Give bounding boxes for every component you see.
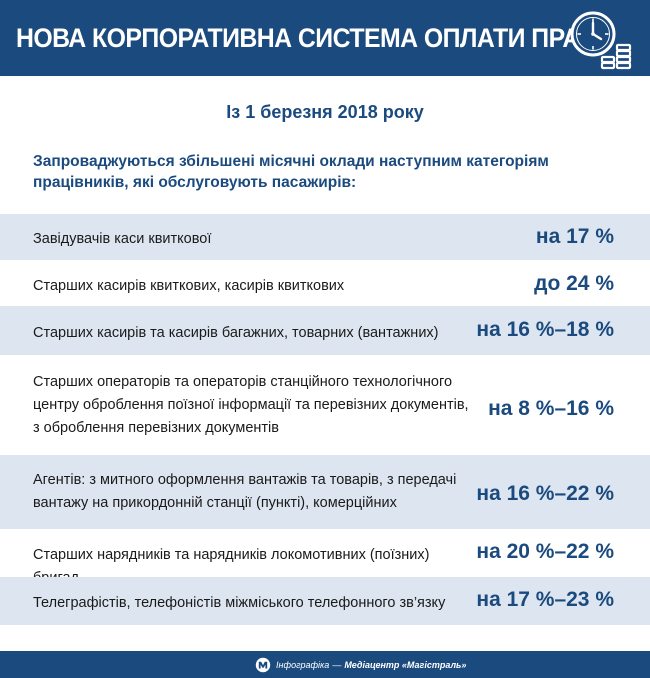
footer-separator: — — [332, 660, 342, 670]
footer-label: Інфографіка — [276, 660, 330, 670]
row-category: Старших операторів та операторів станцій… — [33, 374, 469, 436]
date-subtitle: Із 1 березня 2018 року — [226, 102, 424, 122]
row-increase: на 17 % — [535, 225, 614, 248]
table-row: Телеграфістів, телефоністів міжміського … — [0, 577, 650, 625]
row-category: Агентів: з митного оформлення вантажів т… — [33, 472, 457, 511]
row-increase: на 16 %–18 % — [476, 318, 614, 341]
table-row: Старших касирів та касирів багажних, тов… — [0, 306, 650, 355]
clock-coins-icon — [570, 11, 632, 70]
row-increase: на 8 %–16 % — [488, 397, 614, 420]
row-increase: на 17 %–23 % — [476, 588, 614, 611]
row-increase: до 24 % — [534, 272, 614, 295]
footer-bar: Інфографіка — Медіацентр «Магістраль» — [0, 651, 650, 678]
footer-source: Медіацентр «Магістраль» — [344, 660, 467, 670]
footer-credit: Інфографіка — Медіацентр «Магістраль» — [255, 657, 466, 673]
page-title: НОВА КОРПОРАТИВНА СИСТЕМА ОПЛАТИ ПРАЦІ — [16, 23, 604, 53]
table-row: Старших операторів та операторів станцій… — [0, 355, 650, 455]
header-bar: НОВА КОРПОРАТИВНА СИСТЕМА ОПЛАТИ ПРАЦІ — [0, 0, 650, 76]
row-category: Старших касирів та касирів багажних, тов… — [33, 325, 439, 341]
table-row: Завідувачів каси квиткової на 17 % — [0, 214, 650, 260]
intro-text: Запроваджуються збільшені місячні оклади… — [33, 153, 549, 191]
table-row: Агентів: з митного оформлення вантажів т… — [0, 455, 650, 529]
row-category: Старших касирів квиткових, касирів квитк… — [33, 278, 345, 294]
row-category: Завідувачів каси квиткової — [33, 231, 212, 247]
row-increase: на 20 %–22 % — [476, 540, 614, 563]
row-increase: на 16 %–22 % — [476, 482, 614, 505]
magistral-logo-icon — [255, 657, 271, 673]
row-category: Телеграфістів, телефоністів міжміського … — [33, 595, 446, 611]
table-row: Старших нарядників та нарядників локомот… — [0, 529, 650, 586]
table-row: Старших касирів квиткових, касирів квитк… — [0, 260, 650, 306]
